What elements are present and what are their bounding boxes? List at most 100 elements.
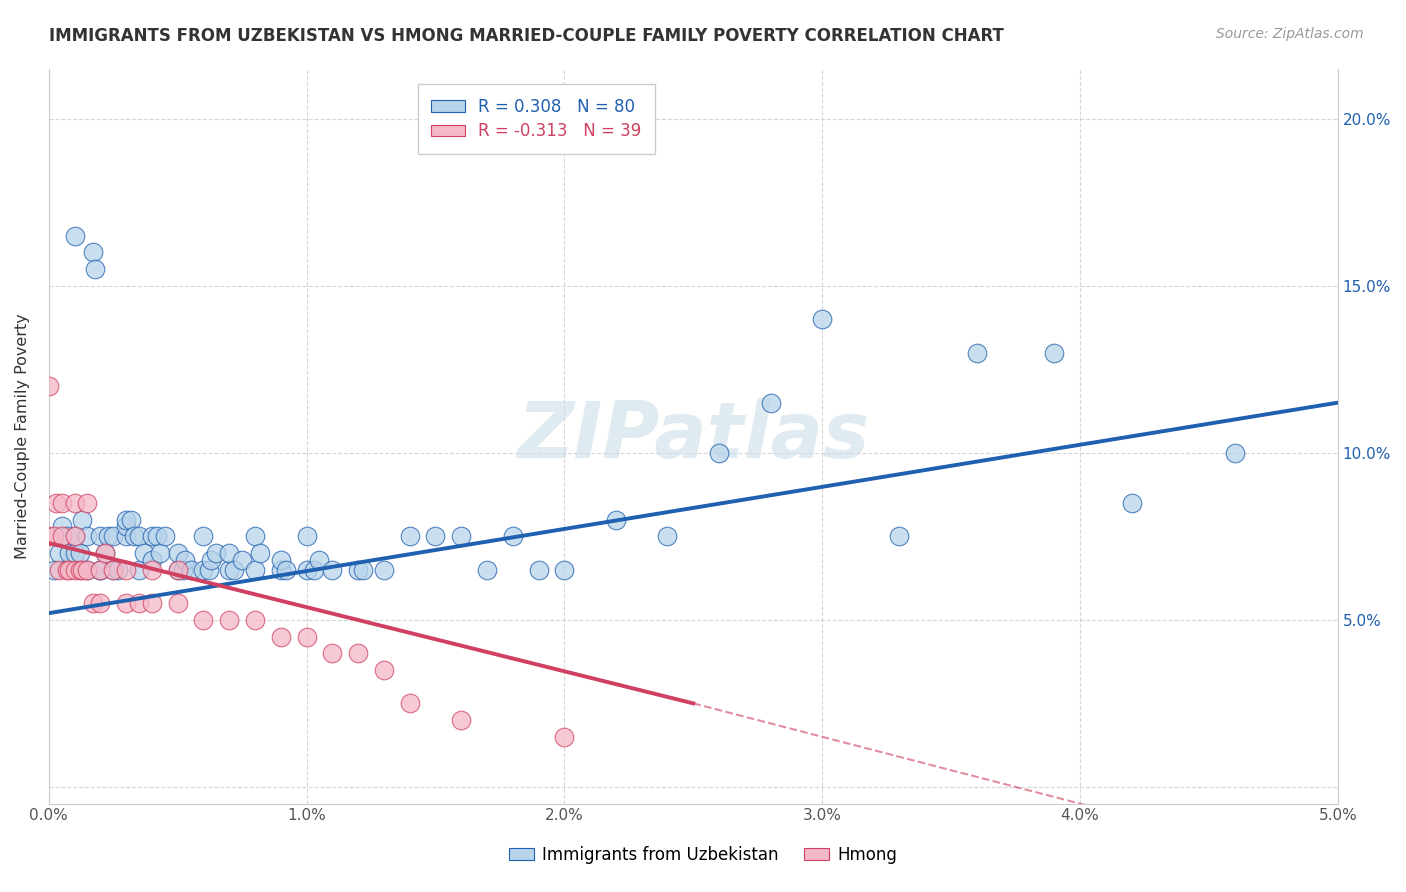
Point <box>134 546 156 560</box>
Point <box>51 496 73 510</box>
Point <box>42 529 65 543</box>
Point <box>89 529 111 543</box>
Point <box>94 546 117 560</box>
Point <box>63 496 86 510</box>
Point <box>153 529 176 543</box>
Point <box>38 529 60 543</box>
Point <box>200 552 222 566</box>
Point <box>94 546 117 560</box>
Point <box>373 663 395 677</box>
Point <box>347 646 370 660</box>
Point <box>89 563 111 577</box>
Point <box>115 596 138 610</box>
Point <box>889 529 911 543</box>
Point <box>1223 446 1246 460</box>
Point <box>51 529 73 543</box>
Point <box>373 563 395 577</box>
Point <box>63 563 86 577</box>
Point <box>48 546 70 560</box>
Point <box>115 563 138 577</box>
Point <box>450 529 472 543</box>
Point <box>84 262 107 277</box>
Legend: Immigrants from Uzbekistan, Hmong: Immigrants from Uzbekistan, Hmong <box>502 839 904 871</box>
Point <box>231 552 253 566</box>
Point <box>224 563 246 577</box>
Point <box>304 563 326 577</box>
Point <box>1043 345 1066 359</box>
Point <box>103 563 125 577</box>
Point <box>811 312 834 326</box>
Point <box>82 596 104 610</box>
Point <box>502 529 524 543</box>
Point <box>128 563 150 577</box>
Point <box>128 596 150 610</box>
Point <box>398 529 420 543</box>
Point <box>115 513 138 527</box>
Point <box>115 519 138 533</box>
Point <box>97 529 120 543</box>
Point <box>193 613 215 627</box>
Point <box>141 552 163 566</box>
Point <box>450 713 472 727</box>
Point <box>82 245 104 260</box>
Point <box>218 563 240 577</box>
Point <box>425 529 447 543</box>
Point <box>76 563 98 577</box>
Point <box>193 563 215 577</box>
Point <box>115 529 138 543</box>
Point <box>218 613 240 627</box>
Point <box>48 563 70 577</box>
Point <box>51 519 73 533</box>
Point <box>321 646 343 660</box>
Point <box>321 563 343 577</box>
Point <box>605 513 627 527</box>
Point <box>172 563 194 577</box>
Point <box>166 596 188 610</box>
Point <box>1121 496 1143 510</box>
Point <box>103 563 125 577</box>
Point <box>270 563 292 577</box>
Point <box>243 529 266 543</box>
Point <box>966 345 988 359</box>
Point <box>63 228 86 243</box>
Point <box>122 529 145 543</box>
Point <box>58 546 80 560</box>
Point <box>56 563 79 577</box>
Point <box>295 529 318 543</box>
Y-axis label: Married-Couple Family Poverty: Married-Couple Family Poverty <box>15 313 30 559</box>
Point <box>347 563 370 577</box>
Point <box>352 563 374 577</box>
Point <box>249 546 271 560</box>
Point <box>89 596 111 610</box>
Text: Source: ZipAtlas.com: Source: ZipAtlas.com <box>1216 27 1364 41</box>
Point <box>193 529 215 543</box>
Text: IMMIGRANTS FROM UZBEKISTAN VS HMONG MARRIED-COUPLE FAMILY POVERTY CORRELATION CH: IMMIGRANTS FROM UZBEKISTAN VS HMONG MARR… <box>49 27 1004 45</box>
Point <box>270 630 292 644</box>
Point <box>107 563 129 577</box>
Point <box>295 630 318 644</box>
Point <box>63 529 86 543</box>
Text: ZIPatlas: ZIPatlas <box>517 398 869 474</box>
Point <box>149 546 172 560</box>
Point <box>141 596 163 610</box>
Point <box>475 563 498 577</box>
Point <box>76 563 98 577</box>
Point <box>205 546 228 560</box>
Point <box>657 529 679 543</box>
Point <box>166 546 188 560</box>
Point <box>141 563 163 577</box>
Point <box>243 563 266 577</box>
Point <box>72 563 94 577</box>
Point <box>553 563 575 577</box>
Point <box>69 546 91 560</box>
Point <box>218 546 240 560</box>
Point <box>89 563 111 577</box>
Point <box>274 563 297 577</box>
Point <box>166 563 188 577</box>
Point <box>270 552 292 566</box>
Point <box>72 513 94 527</box>
Point <box>553 730 575 744</box>
Point <box>527 563 550 577</box>
Point <box>76 496 98 510</box>
Point <box>89 563 111 577</box>
